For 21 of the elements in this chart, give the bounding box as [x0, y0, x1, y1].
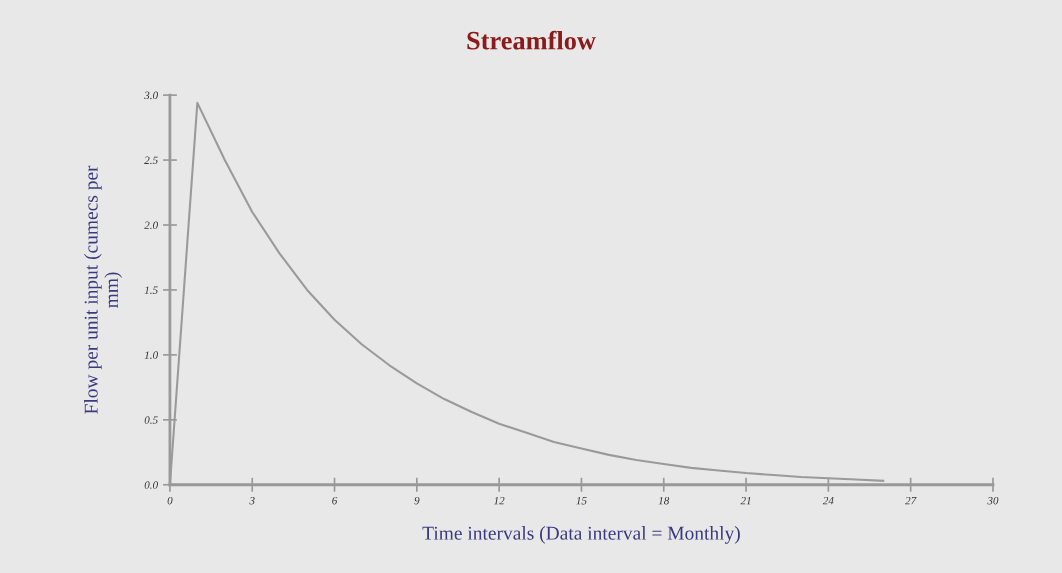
- y-tick-label: 1.5: [144, 286, 158, 294]
- y-tick-label: 1.0: [144, 351, 158, 359]
- x-tick-label: 3: [249, 496, 255, 505]
- x-tick-label: 0: [167, 496, 173, 505]
- y-tick-label: 0.5: [144, 416, 158, 424]
- x-tick-label: 30: [987, 496, 999, 505]
- x-tick-label: 15: [576, 496, 587, 505]
- y-tick-label: 3.0: [144, 91, 158, 100]
- x-tick-label: 24: [822, 496, 834, 505]
- chart-title: Streamflow: [467, 30, 596, 50]
- y-axis-title: Flow per unit input (cumecs per mm): [84, 165, 122, 414]
- x-tick-label: 27: [905, 496, 917, 505]
- y-tick-label: 2.5: [144, 156, 158, 165]
- x-tick-label: 12: [493, 496, 505, 505]
- x-tick-label: 9: [414, 496, 420, 505]
- x-tick-label: 21: [740, 496, 751, 505]
- y-tick-label: 0.0: [144, 481, 158, 489]
- x-axis-title: Time intervals (Data interval = Monthly): [422, 526, 740, 544]
- x-tick-label: 18: [658, 496, 670, 505]
- y-tick-label: 2.0: [144, 221, 158, 230]
- x-tick-label: 6: [332, 496, 338, 505]
